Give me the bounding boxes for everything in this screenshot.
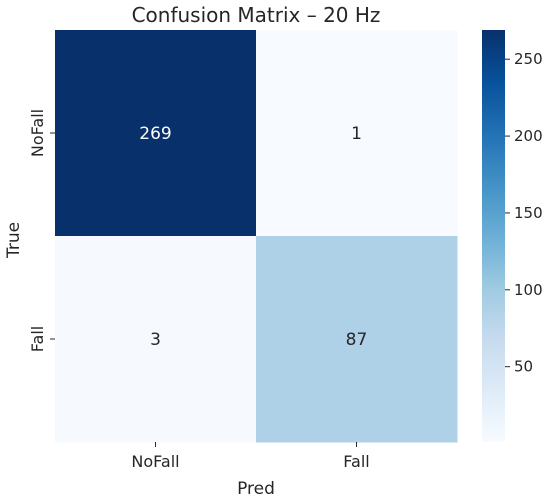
heatmap-cell-label: 269: [139, 124, 171, 144]
colorbar-tick-label: 50: [514, 358, 533, 376]
y-axis: NoFall Fall: [28, 109, 55, 352]
colorbar-tick-label: 250: [514, 50, 543, 68]
chart-title: Confusion Matrix – 20 Hz: [132, 3, 381, 27]
colorbar-tick-label: 150: [514, 204, 543, 222]
y-tick-label: Fall: [28, 326, 47, 352]
heatmap-cell: [55, 30, 257, 237]
heatmap-cell-label: 3: [150, 330, 161, 350]
x-axis: NoFall Fall: [131, 442, 370, 471]
colorbar-axis: 50 100 150 200 250: [505, 50, 543, 376]
colorbar-tick-label: 200: [514, 127, 543, 145]
y-tick-label: NoFall: [28, 109, 47, 157]
heatmap-cells: [55, 30, 458, 443]
x-axis-label: Pred: [237, 479, 275, 498]
colorbar: [482, 30, 505, 442]
heatmap-cell: [55, 236, 257, 443]
heatmap-cell-label: 87: [346, 330, 368, 350]
heatmap-cell: [256, 30, 458, 237]
y-axis-label: True: [4, 222, 24, 259]
heatmap-cell: [256, 236, 458, 443]
heatmap-cell-label: 1: [351, 124, 362, 144]
x-tick-label: Fall: [343, 452, 369, 471]
heatmap-cell-labels: 269 1 3 87: [139, 124, 367, 350]
x-tick-label: NoFall: [131, 452, 179, 471]
colorbar-tick-label: 100: [514, 281, 543, 299]
